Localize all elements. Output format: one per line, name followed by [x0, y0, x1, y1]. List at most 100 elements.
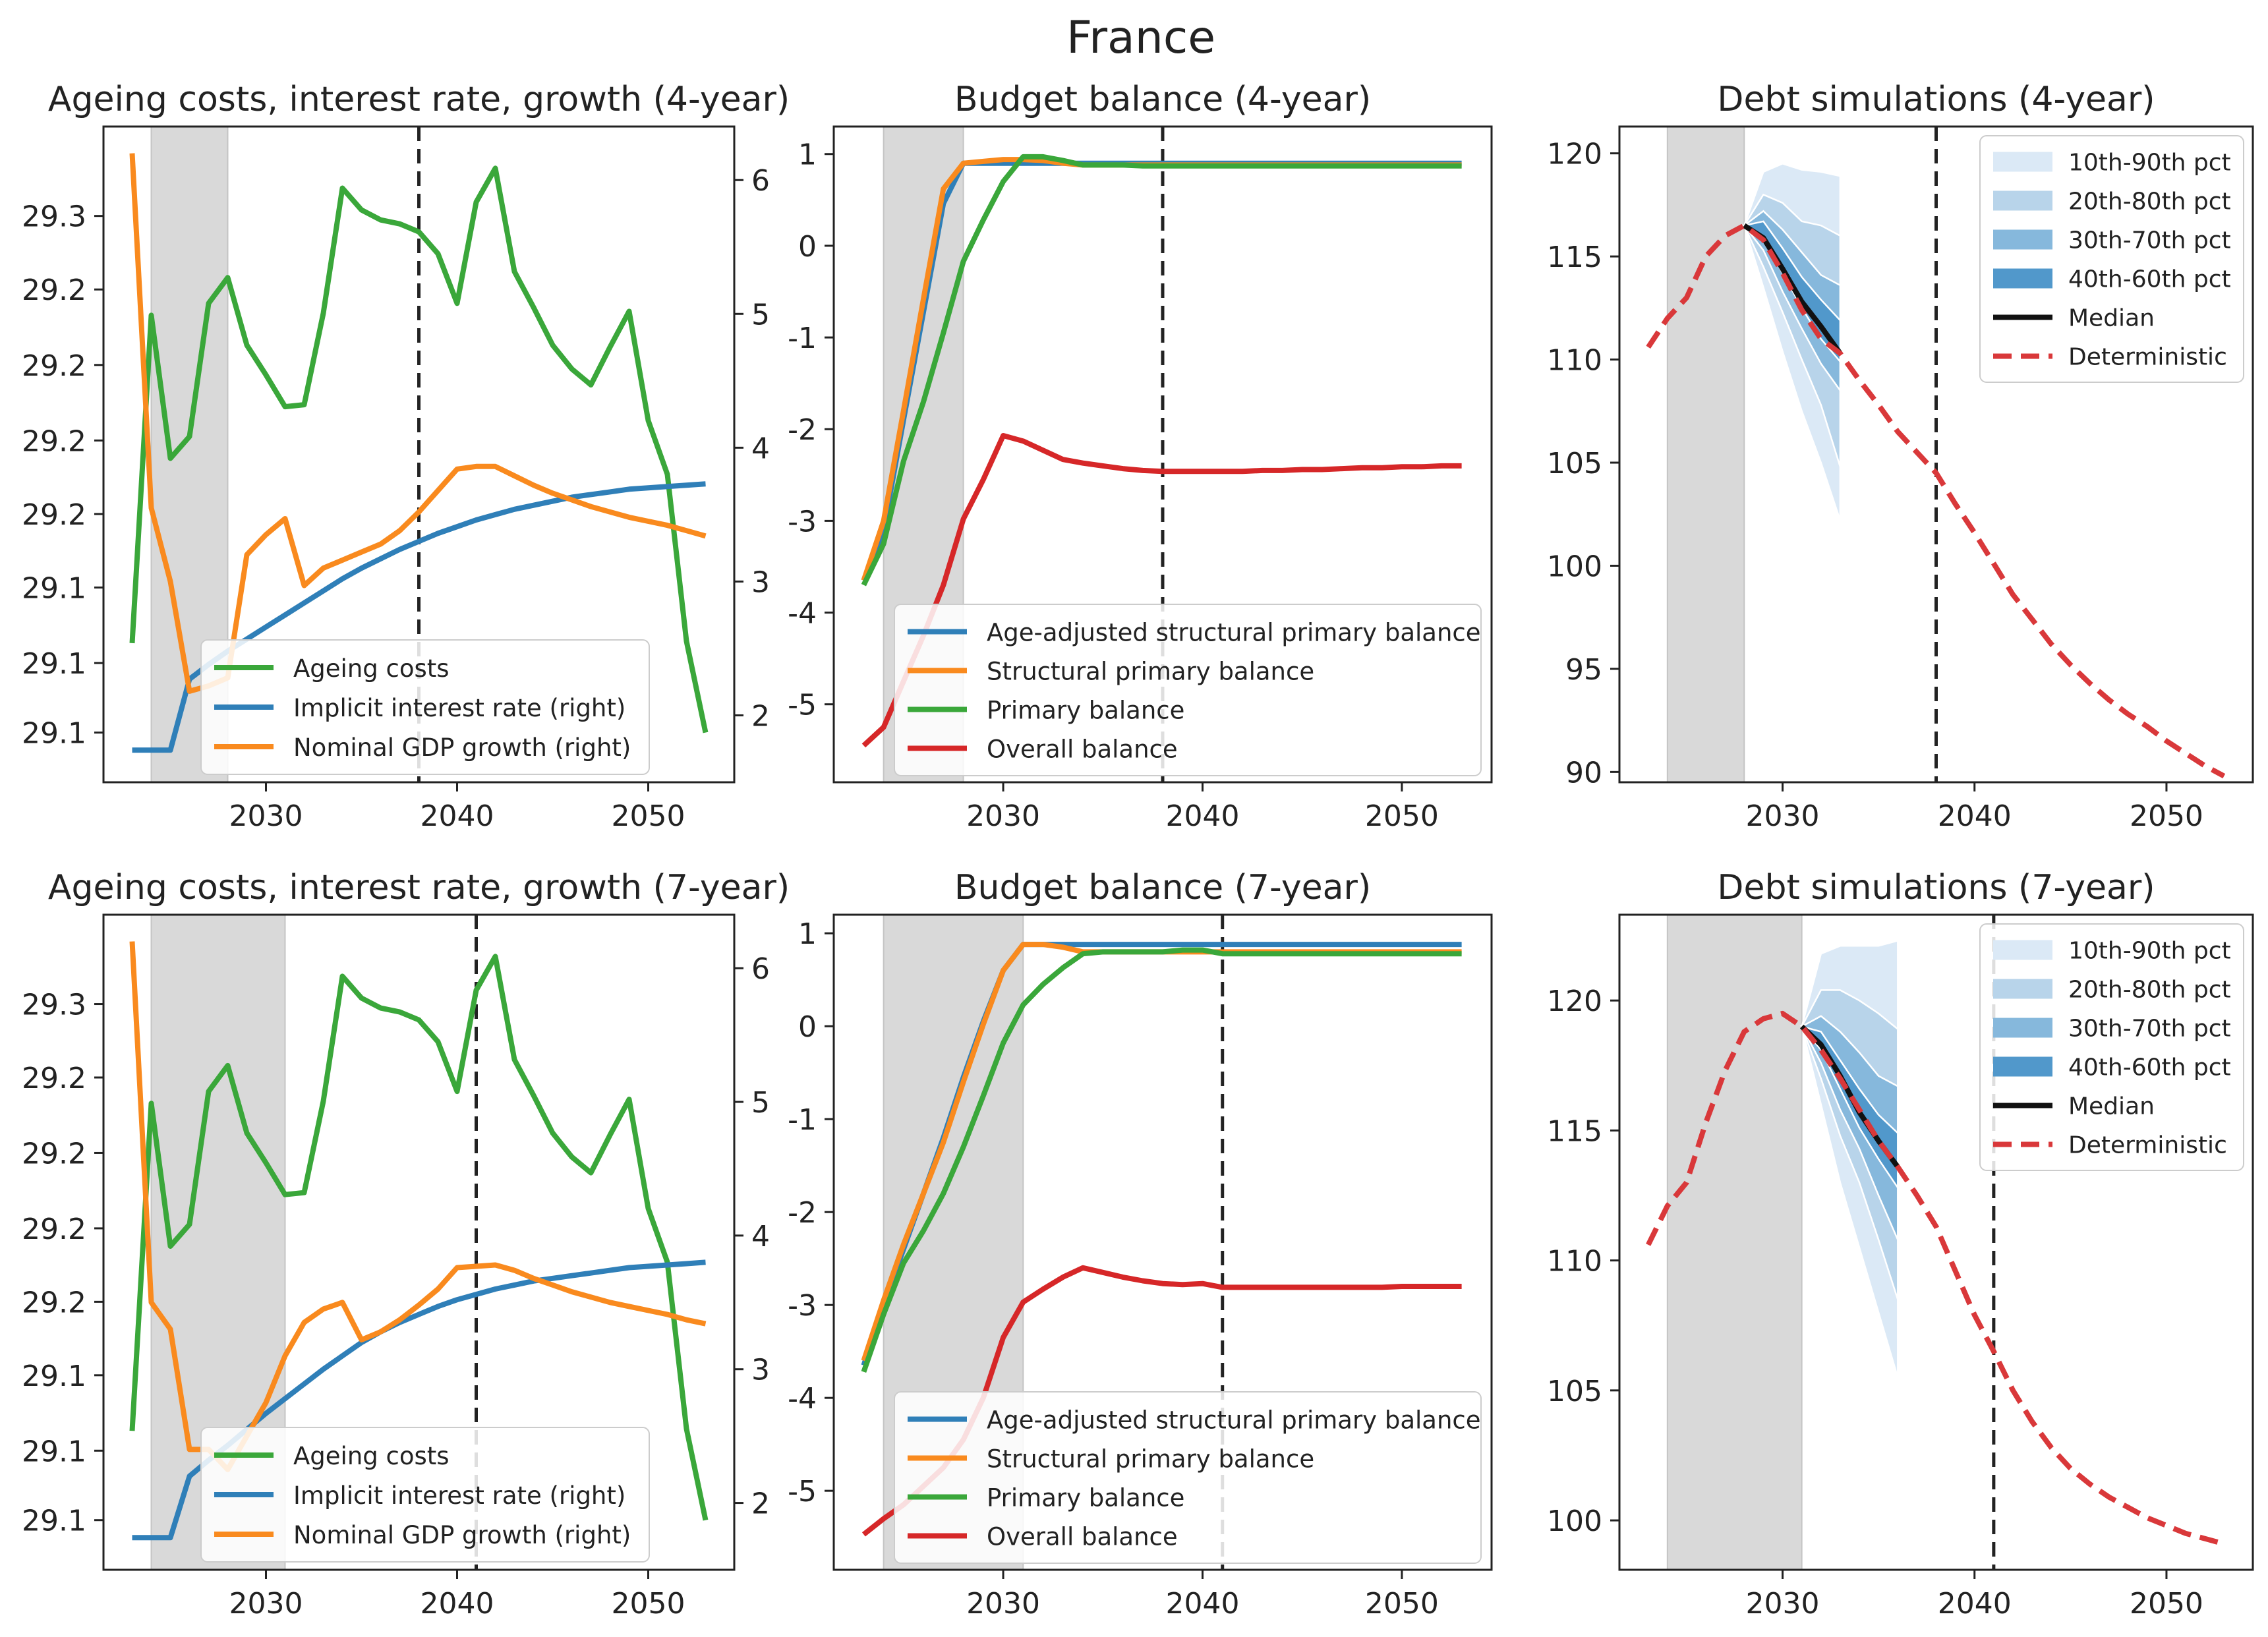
subplot-ageing-costs-interest-rate-growth-7-year: 29.1 29.1 29.1 29.2 29.2 29.2 29.2 29.3 2 3 4 5 6 203… [22, 868, 790, 1621]
deterministic-line [1646, 223, 2226, 779]
y-tick-label: -4 [788, 597, 817, 631]
legend-label-20th-80th-pct: 20th-80th pct [2068, 188, 2231, 215]
legend-swatch [1993, 979, 2052, 999]
subplot-debt-simulations-7-year: 100 105 110 115 120 2030 2040 2050 10th-90th pct… [1547, 868, 2254, 1621]
plot-frame [1618, 913, 2254, 1571]
x-tick-label: 2050 [1365, 1587, 1439, 1621]
y-tick-label: 1 [798, 917, 817, 951]
y-right-tick-label: 4 [751, 432, 770, 465]
y-left-tick-label: 29.1 [22, 647, 86, 681]
y-tick-label: -3 [788, 1289, 817, 1323]
y-tick-label: 120 [1547, 985, 1602, 1018]
plot-frame [832, 913, 1493, 1571]
legend-swatch [1993, 1056, 2052, 1077]
y-right-tick-label: 3 [751, 1354, 770, 1387]
legend-label-30th-70th-pct: 30th-70th pct [2068, 227, 2231, 254]
legend-label-structural-primary-balance: Structural primary balance [987, 1445, 1314, 1474]
x-tick-label: 2050 [1365, 799, 1439, 833]
legend-label-deterministic: Deterministic [2068, 1132, 2227, 1159]
legend-label-40th-60th-pct: 40th-60th pct [2068, 266, 2231, 293]
y-tick-label: 115 [1547, 1114, 1602, 1148]
x-tick-label: 2030 [229, 799, 303, 833]
y-tick-label: 110 [1547, 1245, 1602, 1278]
y-tick-label: 120 [1547, 138, 1602, 171]
y-tick-label: 100 [1547, 550, 1602, 583]
y-tick-label: 100 [1547, 1505, 1602, 1538]
plot-frame [832, 125, 1493, 784]
x-tick-label: 2050 [612, 799, 685, 833]
legend-label-10th-90th-pct: 10th-90th pct [2068, 938, 2231, 965]
x-tick-label: 2050 [612, 1587, 685, 1621]
legend-swatch [1993, 268, 2052, 289]
y-left-tick-label: 29.2 [22, 424, 86, 458]
y-left-tick-label: 29.2 [22, 349, 86, 383]
x-tick-label: 2030 [1746, 799, 1820, 833]
y-tick-label: -1 [788, 322, 817, 355]
legend-swatch [1993, 1018, 2052, 1038]
y-right-tick-label: 2 [751, 1487, 770, 1521]
y-left-tick-label: 29.3 [22, 200, 86, 234]
subplot-title: Budget balance (4-year) [954, 80, 1371, 119]
legend-label-median: Median [2068, 1093, 2155, 1120]
legend-label-implicit-interest-rate-right: Implicit interest rate (right) [293, 1481, 625, 1510]
y-tick-label: -1 [788, 1103, 817, 1137]
subplot-title: Ageing costs, interest rate, growth (4-y… [48, 80, 790, 119]
shaded-adjustment-period [1666, 914, 1803, 1570]
y-left-tick-label: 29.1 [22, 572, 86, 606]
legend-swatch [1993, 940, 2052, 960]
legend-label-ageing-costs: Ageing costs [293, 654, 450, 683]
y-tick-label: 95 [1565, 653, 1602, 687]
legend-label-overall-balance: Overall balance [987, 735, 1178, 764]
legend-label-age-adjusted-structural-primary-balance: Age-adjusted structural primary balance [987, 1406, 1481, 1435]
y-tick-label: -2 [788, 1196, 817, 1230]
legend-box [894, 604, 1482, 776]
series-line-ageing-costs [129, 954, 709, 1521]
figure-title: France [1066, 12, 1215, 64]
y-left-tick-label: 29.1 [22, 717, 86, 751]
subplot-title: Ageing costs, interest rate, growth (7-y… [48, 868, 790, 907]
legend-box [200, 639, 650, 775]
legend-label-nominal-gdp-growth-right: Nominal GDP growth (right) [293, 733, 631, 762]
legend-label-40th-60th-pct: 40th-60th pct [2068, 1054, 2231, 1081]
y-left-tick-label: 29.2 [22, 1213, 86, 1246]
y-tick-label: -3 [788, 505, 817, 538]
y-tick-label: 0 [798, 230, 817, 264]
y-tick-label: -5 [788, 1475, 817, 1508]
fan-band-p40-p60 [1799, 1025, 1899, 1191]
subplot-title: Debt simulations (4-year) [1717, 80, 2155, 119]
y-left-tick-label: 29.2 [22, 1137, 86, 1170]
series-line-ageing-costs [129, 165, 709, 733]
y-tick-label: 105 [1547, 447, 1602, 480]
legend-label-deterministic: Deterministic [2068, 344, 2227, 371]
y-right-tick-label: 3 [751, 565, 770, 599]
y-tick-label: -4 [788, 1382, 817, 1416]
y-tick-label: -2 [788, 413, 817, 447]
x-tick-label: 2030 [966, 1587, 1040, 1621]
y-left-tick-label: 29.2 [22, 498, 86, 532]
legend-label-primary-balance: Primary balance [987, 697, 1184, 725]
y-right-tick-label: 4 [751, 1220, 770, 1253]
y-right-tick-label: 2 [751, 699, 770, 733]
legend-label-ageing-costs: Ageing costs [293, 1442, 450, 1470]
y-left-tick-label: 29.2 [22, 273, 86, 307]
series-line-primary-balance [861, 154, 1462, 587]
y-left-tick-label: 29.3 [22, 989, 86, 1022]
y-tick-label: 110 [1547, 344, 1602, 378]
plot-frame [102, 125, 736, 784]
x-tick-label: 2030 [229, 1587, 303, 1621]
y-left-tick-label: 29.2 [22, 1286, 86, 1319]
legend-label-20th-80th-pct: 20th-80th pct [2068, 977, 2231, 1004]
legend-swatch [1993, 152, 2052, 172]
subplot-budget-balance-7-year: 1 0 -1 -2 -3 -4 -5 2030 2040 2050 Age-adjusted str… [788, 868, 1493, 1621]
y-tick-label: 1 [798, 138, 817, 172]
plot-frame [102, 913, 736, 1571]
y-left-tick-label: 29.1 [22, 1435, 86, 1468]
series-line-overall-balance [861, 433, 1462, 748]
plot-frame [1618, 125, 2254, 784]
subplot-budget-balance-4-year: 1 0 -1 -2 -3 -4 -5 2030 2040 2050 Age-adjusted str… [788, 80, 1493, 833]
legend-label-median: Median [2068, 305, 2155, 332]
legend-label-age-adjusted-structural-primary-balance: Age-adjusted structural primary balance [987, 619, 1481, 647]
x-tick-label: 2030 [1746, 1587, 1820, 1621]
